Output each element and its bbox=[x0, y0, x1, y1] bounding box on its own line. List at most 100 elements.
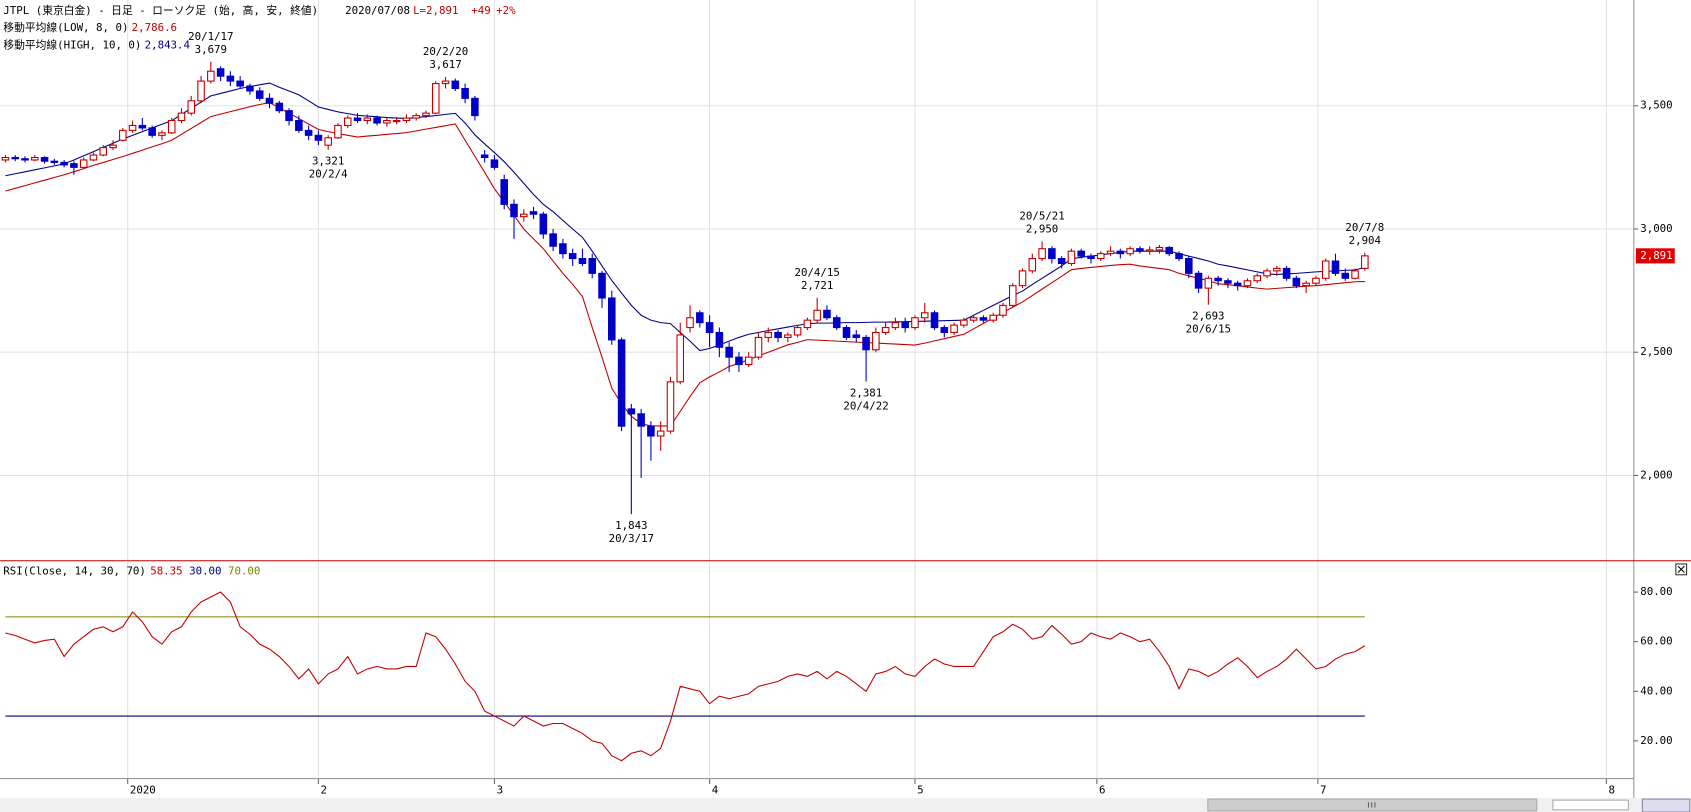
candle-body bbox=[148, 127, 156, 136]
legend-value: 2,786.6 bbox=[132, 21, 177, 34]
candle-body bbox=[754, 336, 763, 358]
annotation-value: 2,381 bbox=[850, 386, 882, 399]
candle-body bbox=[1331, 260, 1340, 274]
annotation-date: 20/1/17 bbox=[188, 30, 233, 43]
candle-body bbox=[510, 203, 518, 218]
scrollbar-thumb[interactable] bbox=[1207, 798, 1538, 812]
candle-body bbox=[1233, 282, 1242, 287]
candle-body bbox=[422, 112, 430, 117]
annotation-value: 2,950 bbox=[1026, 222, 1058, 235]
candle-body bbox=[862, 336, 870, 351]
candle-body bbox=[598, 272, 606, 299]
rsi-title: RSI(Close, 14, 30, 70) bbox=[3, 565, 146, 578]
candle-body bbox=[1312, 277, 1320, 284]
y-tick-label: 2,000 bbox=[1640, 468, 1672, 481]
annotation-date: 20/2/4 bbox=[309, 168, 348, 181]
candle-body bbox=[343, 117, 352, 126]
candle-body bbox=[637, 413, 645, 427]
candle-body bbox=[656, 430, 665, 437]
candle-body bbox=[930, 312, 939, 329]
candle-body bbox=[1341, 272, 1350, 279]
candle-body bbox=[969, 317, 978, 321]
candle-body bbox=[128, 124, 137, 131]
candle-body bbox=[109, 144, 117, 149]
candle-body bbox=[784, 334, 792, 338]
candle-body bbox=[1057, 258, 1066, 265]
candle-body bbox=[265, 97, 274, 104]
candle-body bbox=[255, 90, 264, 99]
candle-body bbox=[1165, 246, 1174, 255]
candle-body bbox=[725, 346, 733, 358]
price-change-pct: +2% bbox=[496, 4, 516, 17]
candle-body bbox=[1292, 277, 1301, 287]
legend-label: 移動平均線(LOW, 8, 0) bbox=[3, 21, 128, 34]
legend-value: 2,843.4 bbox=[145, 38, 190, 51]
close-icon bbox=[1677, 565, 1685, 573]
x-tick-label: 5 bbox=[917, 783, 923, 796]
candle-body bbox=[158, 132, 166, 136]
candle-body bbox=[1028, 258, 1037, 272]
candle-body bbox=[901, 322, 909, 329]
candle-body bbox=[549, 233, 557, 247]
candle-body bbox=[402, 117, 411, 122]
candle-body bbox=[617, 339, 626, 427]
candle-body bbox=[216, 68, 225, 77]
candle-body bbox=[1214, 277, 1222, 282]
rsi-level-label: 70.00 bbox=[228, 565, 260, 578]
candle-body bbox=[1087, 255, 1095, 260]
candle-body bbox=[715, 331, 724, 348]
candle-body bbox=[559, 243, 567, 255]
annotation-date: 20/7/8 bbox=[1345, 221, 1384, 234]
candle-body bbox=[989, 314, 997, 321]
candle-body bbox=[588, 258, 597, 274]
candle-body bbox=[373, 117, 381, 124]
candle-body bbox=[89, 154, 98, 161]
candle-body bbox=[1321, 260, 1330, 279]
candle-body bbox=[1351, 270, 1359, 279]
last-price-label: 2,891 bbox=[1640, 249, 1672, 262]
annotation-value: 1,843 bbox=[615, 519, 647, 532]
candle-body bbox=[647, 425, 655, 437]
price-change: +49 bbox=[471, 4, 490, 17]
candle-body bbox=[1018, 270, 1027, 287]
candle-body bbox=[940, 327, 949, 334]
candle-body bbox=[167, 119, 176, 134]
candle-body bbox=[334, 124, 342, 139]
candle-body bbox=[50, 160, 59, 163]
zoom-buttons[interactable] bbox=[1641, 798, 1691, 812]
candle-body bbox=[40, 156, 49, 162]
candle-body bbox=[696, 312, 704, 324]
candle-body bbox=[177, 112, 186, 122]
annotation-date: 20/4/15 bbox=[794, 266, 839, 279]
candle-body bbox=[285, 110, 293, 122]
zoom-slider[interactable] bbox=[1552, 799, 1629, 811]
annotation-date: 20/2/20 bbox=[423, 45, 468, 58]
chart-title: JTPL (東京白金) - 日足 - ローソク足 (始, 高, 安, 終値) bbox=[3, 4, 318, 17]
candle-body bbox=[832, 317, 841, 329]
candle-body bbox=[764, 331, 773, 338]
chart-date: 2020/07/08 bbox=[345, 4, 410, 17]
candle-body bbox=[881, 327, 890, 334]
candle-body bbox=[207, 70, 215, 82]
candle-body bbox=[383, 119, 391, 124]
x-tick-label: 4 bbox=[712, 783, 718, 796]
candle-body bbox=[1175, 253, 1183, 260]
candle-body bbox=[431, 83, 440, 114]
candle-body bbox=[872, 331, 880, 351]
x-tick-label: 3 bbox=[497, 783, 503, 796]
candle-body bbox=[1008, 285, 1017, 306]
candle-body bbox=[1067, 250, 1076, 265]
candle-body bbox=[774, 331, 782, 338]
candle-body bbox=[520, 213, 528, 218]
candle-body bbox=[666, 381, 675, 432]
candle-body bbox=[911, 317, 919, 329]
y-tick-label: 60.00 bbox=[1640, 635, 1672, 648]
rsi-line bbox=[5, 591, 1366, 762]
y-tick-label: 3,000 bbox=[1640, 222, 1672, 235]
candle-body bbox=[568, 253, 577, 260]
last-price: L=2,891 bbox=[413, 4, 458, 17]
x-tick-label: 2 bbox=[321, 783, 327, 796]
x-tick-label: 2020 bbox=[130, 783, 156, 796]
candle-body bbox=[70, 163, 78, 168]
candle-body bbox=[197, 80, 205, 102]
